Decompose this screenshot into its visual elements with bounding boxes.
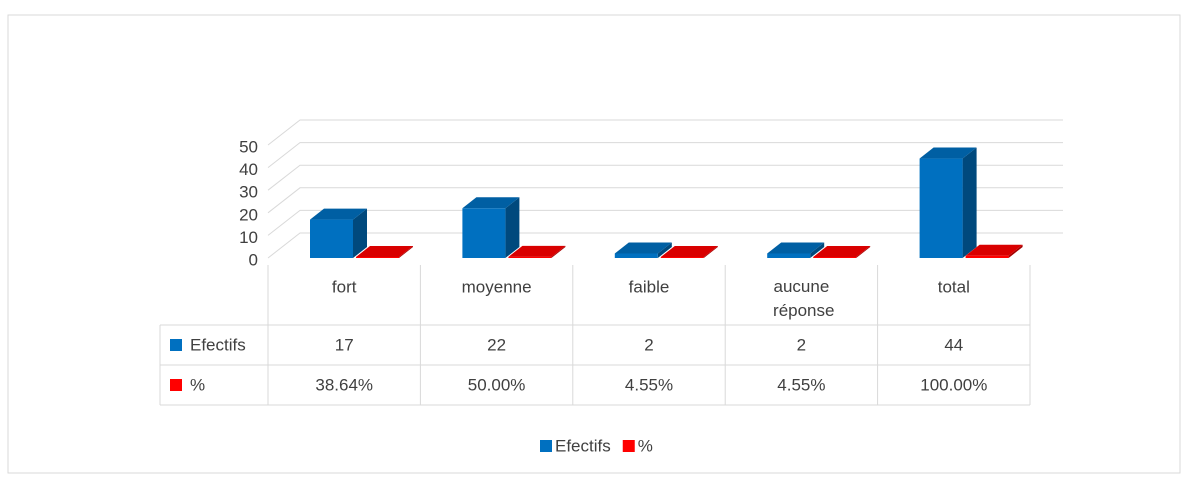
bar-side — [505, 197, 520, 258]
bar-side — [1008, 244, 1023, 258]
table-cell: 4.55% — [777, 375, 825, 394]
x-tick-label: moyenne — [462, 277, 532, 296]
table-cell: 17 — [335, 335, 354, 354]
table-cell: 38.64% — [315, 375, 373, 394]
y-tick-label: 20 — [239, 205, 258, 224]
x-tick-label: total — [938, 277, 970, 296]
bar-side — [703, 246, 718, 258]
x-tick-label: aucune réponse — [768, 277, 834, 320]
table-cell: 2 — [644, 335, 653, 354]
bar — [919, 158, 963, 258]
bar-top — [767, 242, 825, 254]
grid-line — [267, 232, 1063, 259]
bar-side — [551, 245, 566, 258]
bar-top — [965, 244, 1023, 256]
table-cell: 22 — [487, 335, 506, 354]
bar-top — [614, 242, 672, 254]
bar-side — [856, 246, 871, 258]
table-row-label: % — [190, 375, 205, 394]
bar-side — [399, 246, 413, 258]
bar — [356, 257, 399, 258]
bar — [965, 255, 1009, 258]
table-legend-key — [170, 339, 182, 351]
bar-side — [657, 242, 672, 258]
table-legend-key — [170, 379, 182, 391]
bar — [813, 257, 857, 258]
grid-line — [267, 142, 1063, 168]
x-tick-label: faible — [629, 277, 670, 296]
table-row-label: Efectifs — [190, 335, 246, 354]
table-cell: 100.00% — [920, 375, 987, 394]
bar — [310, 219, 353, 258]
bar — [614, 253, 658, 258]
bar-side — [962, 147, 977, 258]
table-cell: 2 — [797, 335, 806, 354]
y-tick-label: 30 — [239, 183, 258, 202]
grid-line — [267, 119, 1063, 146]
table-cell: 4.55% — [625, 375, 673, 394]
bar-top — [462, 197, 520, 209]
grid-line — [267, 209, 1063, 236]
bar-top — [508, 245, 566, 257]
chart-border — [7, 14, 1181, 474]
bar-top — [356, 246, 413, 257]
legend-key — [540, 440, 552, 452]
bar-side — [810, 242, 825, 258]
bar — [767, 253, 811, 258]
legend-label: % — [638, 436, 653, 455]
grid-line — [267, 187, 1063, 214]
bar-top — [813, 246, 871, 257]
legend-key — [622, 440, 635, 452]
bar-top — [660, 246, 718, 257]
table-cell: 44 — [944, 335, 963, 354]
table-cell: 50.00% — [468, 375, 526, 394]
x-tick-label: fort — [332, 277, 357, 296]
legend-label: Efectifs — [555, 436, 611, 455]
y-tick-label: 0 — [249, 250, 258, 269]
grid-line — [267, 164, 1063, 191]
y-tick-label: 10 — [239, 228, 258, 247]
y-tick-label: 50 — [239, 137, 258, 156]
bar-side — [353, 208, 367, 258]
y-tick-label: 40 — [239, 160, 258, 179]
bar-top — [310, 208, 367, 220]
bar — [508, 256, 552, 258]
bar — [462, 208, 506, 258]
bar-top — [919, 147, 977, 159]
bar — [660, 257, 704, 258]
